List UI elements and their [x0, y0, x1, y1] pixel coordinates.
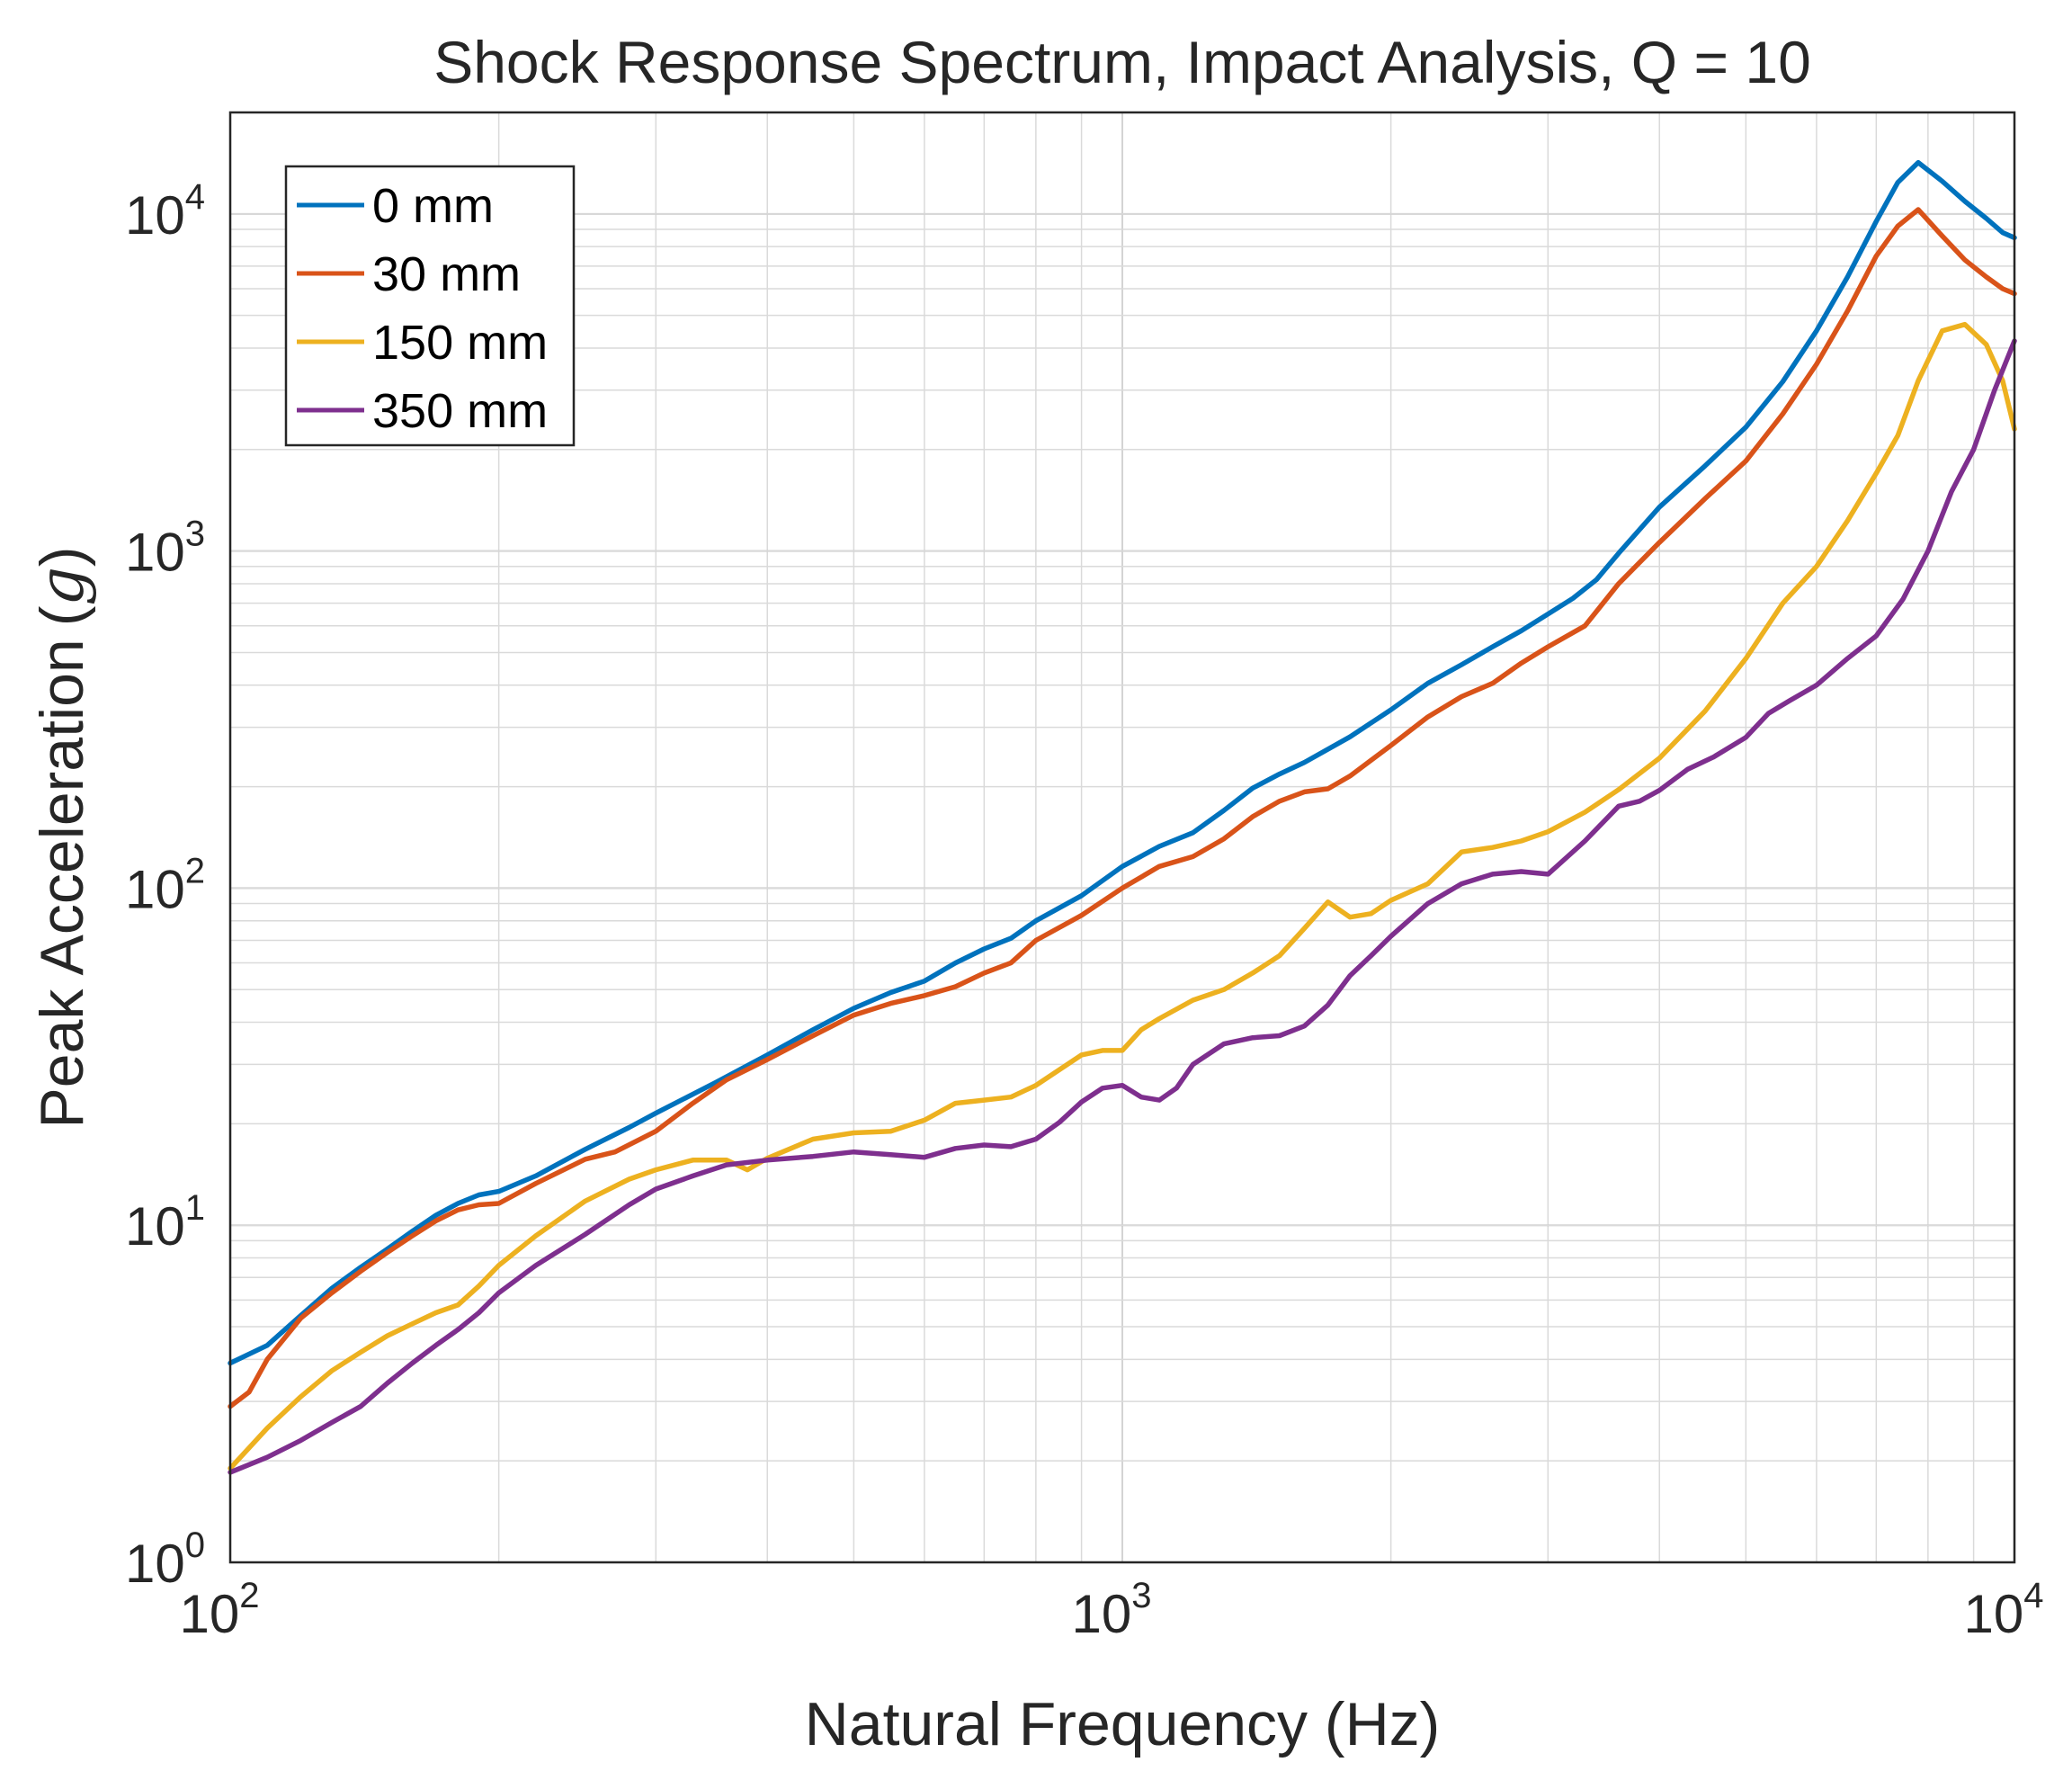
x-tick-base: 10 — [1964, 1584, 2024, 1644]
x-tick-labels: 102 103 104 — [180, 1576, 2044, 1644]
x-tick-base: 10 — [1072, 1584, 1132, 1644]
y-tick-exponent: 4 — [185, 177, 205, 217]
legend-label-30mm: 30 mm — [372, 247, 521, 301]
y-axis-label-close-paren: ) — [28, 546, 96, 567]
y-tick-label: 103 — [125, 514, 205, 583]
y-axis-label-unit: g — [27, 567, 98, 606]
x-tick-exponent: 4 — [2023, 1576, 2043, 1615]
y-tick-exponent: 1 — [185, 1188, 205, 1228]
y-axis-label-open-paren: ( — [28, 605, 96, 626]
y-axis-label: Peak Acceleration (g) — [27, 546, 98, 1128]
series-line-30mm — [228, 207, 2017, 1409]
y-tick-label: 104 — [125, 177, 205, 246]
x-axis-label: Natural Frequency (Hz) — [805, 1690, 1441, 1758]
series-line-0mm — [228, 159, 2017, 1366]
x-tick-exponent: 2 — [239, 1576, 259, 1615]
legend-box — [284, 165, 576, 447]
y-tick-base: 10 — [125, 185, 185, 246]
y-tick-base: 10 — [125, 523, 185, 583]
y-tick-label: 102 — [125, 851, 205, 919]
y-tick-label: 100 — [125, 1525, 205, 1594]
x-tick-base: 10 — [180, 1584, 240, 1644]
x-tick-label: 103 — [1072, 1576, 1152, 1644]
data-series — [228, 159, 2017, 1475]
plot-frame — [228, 111, 2016, 1564]
legend-label-350mm: 350 mm — [372, 384, 548, 438]
legend: 0 mm 30 mm 150 mm 350 mm — [284, 165, 576, 447]
legend-label-150mm: 150 mm — [372, 316, 548, 370]
y-tick-exponent: 2 — [185, 851, 205, 890]
x-tick-label: 102 — [180, 1576, 260, 1644]
x-tick-exponent: 3 — [1131, 1576, 1151, 1615]
series-line-350mm — [228, 338, 2017, 1475]
series-line-150mm — [228, 321, 2017, 1471]
y-tick-label: 101 — [125, 1188, 205, 1257]
chart-title: Shock Response Spectrum, Impact Analysis… — [433, 29, 1811, 95]
y-tick-base: 10 — [125, 1534, 185, 1594]
x-tick-label: 104 — [1964, 1576, 2044, 1644]
y-axis-label-text: Peak Acceleration — [28, 639, 96, 1128]
legend-label-0mm: 0 mm — [372, 179, 494, 233]
y-tick-exponent: 0 — [185, 1525, 205, 1565]
y-tick-base: 10 — [125, 1196, 185, 1257]
y-tick-exponent: 3 — [185, 514, 205, 554]
y-tick-base: 10 — [125, 859, 185, 919]
